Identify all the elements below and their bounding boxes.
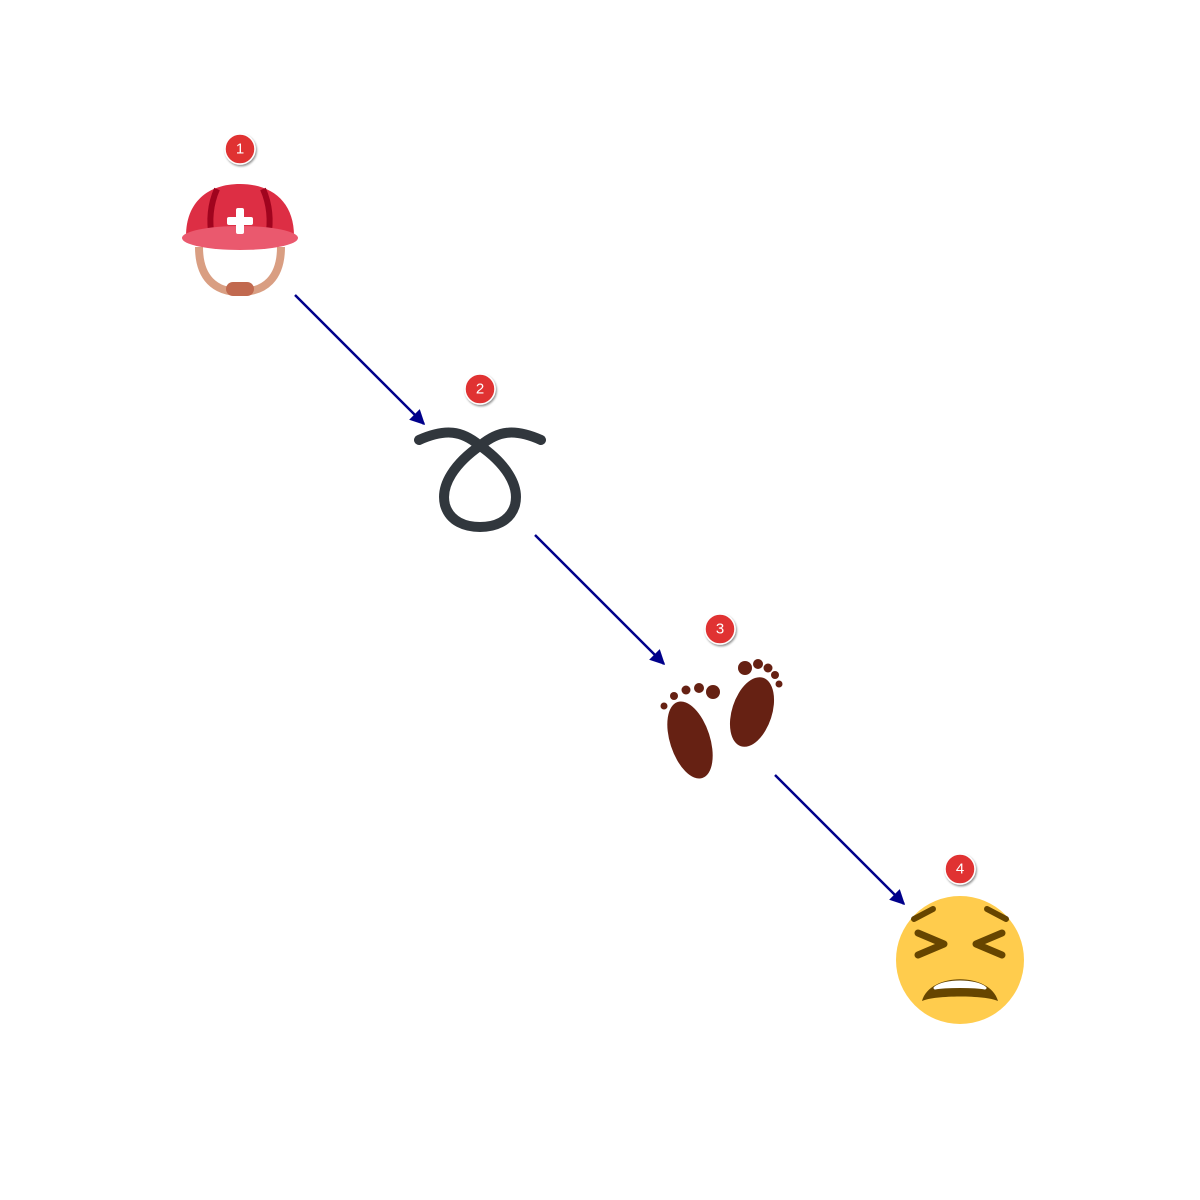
step-1-number: 1: [236, 141, 244, 158]
step-4-number: 4: [956, 861, 964, 878]
arrows: [294, 294, 906, 906]
step-3: 3: [660, 613, 783, 779]
step-2-number: 2: [476, 381, 484, 398]
step-2-badge: 2: [464, 373, 496, 405]
tired-face-icon: [896, 896, 1024, 1024]
footprints-icon: [660, 659, 783, 779]
arrow-3-to-4: [774, 774, 906, 906]
step-1-badge: 1: [224, 133, 256, 165]
step-3-number: 3: [716, 621, 724, 638]
step-4-badge: 4: [944, 853, 976, 885]
step-4: 4: [896, 853, 1024, 1024]
rescue-worker-helmet-icon: [182, 184, 298, 297]
curly-loop-icon: [414, 427, 546, 532]
step-3-badge: 3: [704, 613, 736, 645]
step-1: 1: [182, 133, 298, 297]
arrow-2-to-3: [534, 534, 666, 666]
arrow-1-to-2: [294, 294, 426, 426]
step-2: 2: [414, 373, 546, 532]
